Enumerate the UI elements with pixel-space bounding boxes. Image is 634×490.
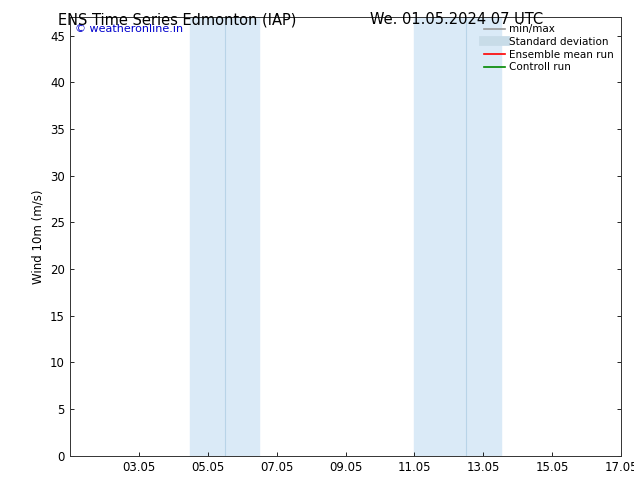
Text: We. 01.05.2024 07 UTC: We. 01.05.2024 07 UTC — [370, 12, 543, 27]
Text: © weatheronline.in: © weatheronline.in — [75, 24, 183, 34]
Legend: min/max, Standard deviation, Ensemble mean run, Controll run: min/max, Standard deviation, Ensemble me… — [482, 23, 616, 74]
Bar — [415, 17, 501, 456]
Bar — [190, 17, 259, 456]
Y-axis label: Wind 10m (m/s): Wind 10m (m/s) — [32, 189, 44, 284]
Text: ENS Time Series Edmonton (IAP): ENS Time Series Edmonton (IAP) — [58, 12, 297, 27]
